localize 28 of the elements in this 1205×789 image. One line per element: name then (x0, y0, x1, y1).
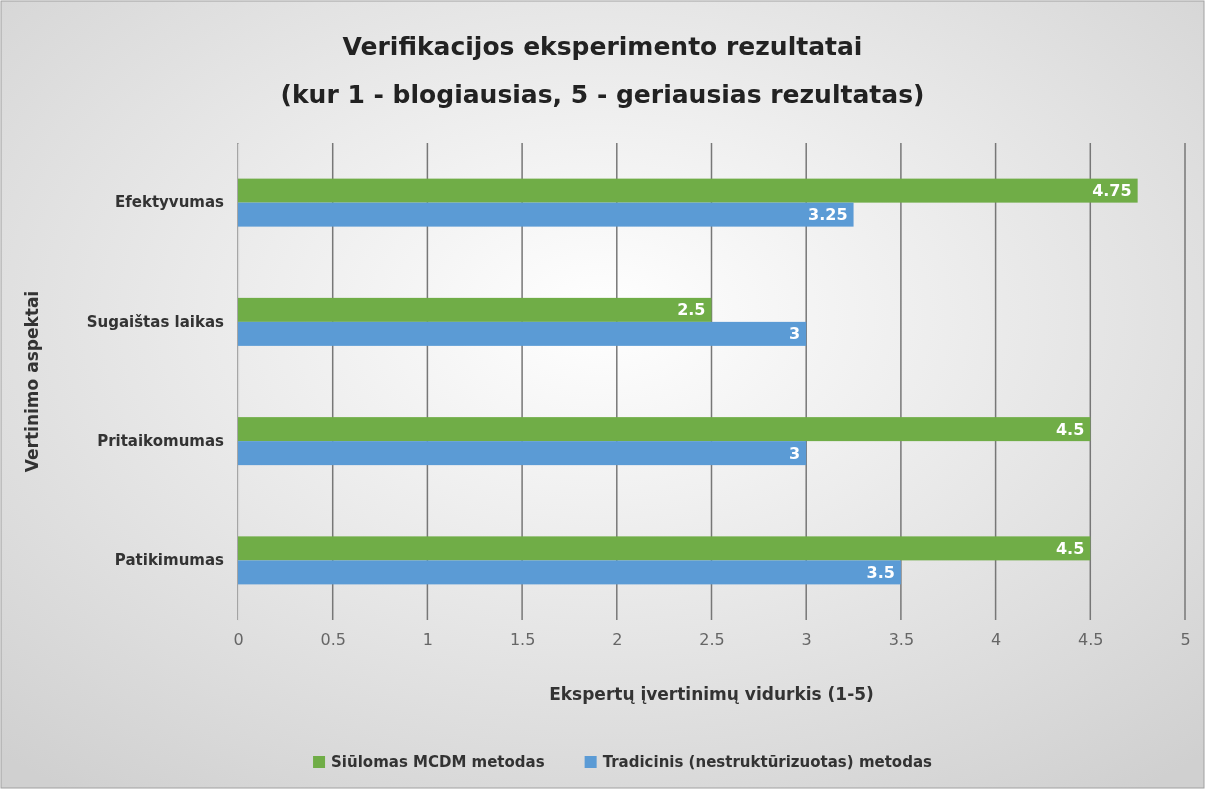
data-label: 2.5 (677, 300, 706, 320)
data-label: 3 (789, 443, 801, 463)
y-tick-label: Sugaištas laikas (86, 312, 225, 331)
x-tick-label: 3.5 (888, 630, 915, 650)
data-label: 4.75 (1092, 181, 1132, 201)
y-tick-label: Patikimumas (114, 551, 225, 570)
x-tick-label: 2.5 (699, 630, 725, 650)
x-tick-label: 1.5 (509, 630, 536, 650)
legend-label: Tradicinis (nestruktūrizuotas) metodas (602, 753, 933, 772)
x-tick-label: 5 (1180, 630, 1191, 650)
y-axis-title: Vertinimo aspektai (22, 290, 42, 473)
x-tick-label: 0.5 (320, 630, 346, 650)
x-tick-label: 4 (991, 630, 1002, 650)
legend-label: Siūlomas MCDM metodas (331, 753, 545, 772)
y-tick-label: Pritaikomumas (97, 431, 225, 450)
x-tick-label: 1 (422, 630, 433, 650)
x-axis-title: Ekspertų įvertinimų vidurkis (1-5) (549, 684, 874, 704)
data-label: 4.5 (1055, 419, 1085, 439)
x-tick-label: 3 (801, 630, 812, 650)
data-label: 4.5 (1055, 538, 1085, 558)
x-tick-label: 2 (612, 630, 623, 650)
chart-title: Verifikacijos eksperimento rezultatai (kur 1 - blogiausias, 5 - geriausias rezultatas) (280, 32, 925, 109)
data-label: 3 (789, 324, 801, 344)
data-label: 3.5 (866, 562, 895, 582)
data-label: 3.25 (808, 205, 848, 225)
x-tick-label: 4.5 (1078, 630, 1104, 650)
y-tick-label: Efektyvumas (114, 193, 225, 212)
x-tick-label: 0 (233, 630, 244, 650)
